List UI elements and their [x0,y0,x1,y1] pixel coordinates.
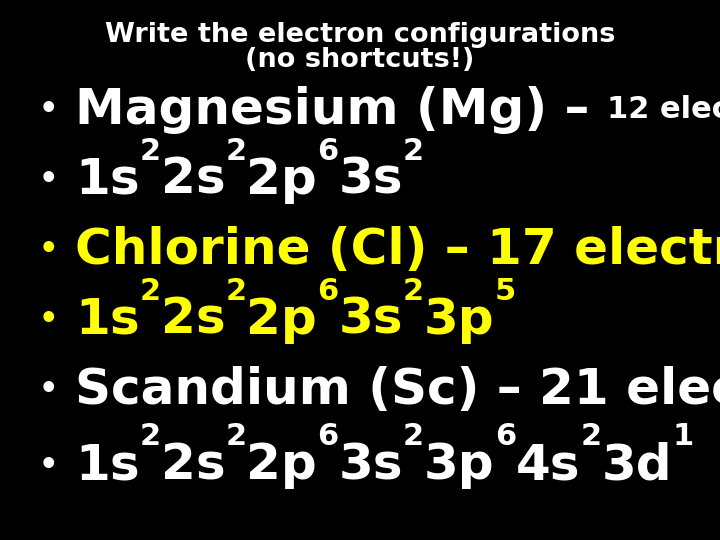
Text: 3d: 3d [602,441,672,489]
Text: 6: 6 [318,277,338,306]
Text: 3s: 3s [338,296,403,344]
Text: 2: 2 [140,277,161,306]
Text: 6: 6 [495,422,516,451]
Text: 6: 6 [318,422,338,451]
Text: 2: 2 [140,137,161,166]
Text: 1s: 1s [75,156,140,204]
Text: 4s: 4s [516,441,580,489]
Text: 3p: 3p [424,296,495,344]
Text: 2p: 2p [246,156,318,204]
Text: 2: 2 [225,422,246,451]
Text: •: • [38,235,58,265]
Text: 5: 5 [495,277,516,306]
Text: 1: 1 [672,422,693,451]
Text: 2s: 2s [161,441,225,489]
Text: 2p: 2p [246,441,318,489]
Text: 12 electrons: 12 electrons [607,96,720,125]
Text: 2: 2 [580,422,602,451]
Text: 2: 2 [225,137,246,166]
Text: 1s: 1s [75,296,140,344]
Text: Write the electron configurations: Write the electron configurations [105,22,615,48]
Text: 2: 2 [403,137,424,166]
Text: 1s: 1s [75,441,140,489]
Text: 2: 2 [140,422,161,451]
Text: 2: 2 [403,277,424,306]
Text: •: • [38,96,58,125]
Text: 3s: 3s [338,441,403,489]
Text: •: • [38,450,58,480]
Text: 2: 2 [403,422,424,451]
Text: 3p: 3p [424,441,495,489]
Text: 2p: 2p [246,296,318,344]
Text: Scandium (Sc) – 21 electrons: Scandium (Sc) – 21 electrons [75,366,720,414]
Text: •: • [38,165,58,194]
Text: Magnesium (Mg) –: Magnesium (Mg) – [75,86,607,134]
Text: 3s: 3s [338,156,403,204]
Text: •: • [38,306,58,334]
Text: 6: 6 [318,137,338,166]
Text: Chlorine (Cl) – 17 electrons: Chlorine (Cl) – 17 electrons [75,226,720,274]
Text: (no shortcuts!): (no shortcuts!) [246,47,474,73]
Text: 2s: 2s [161,296,225,344]
Text: 2s: 2s [161,156,225,204]
Text: •: • [38,375,58,404]
Text: 2: 2 [225,277,246,306]
